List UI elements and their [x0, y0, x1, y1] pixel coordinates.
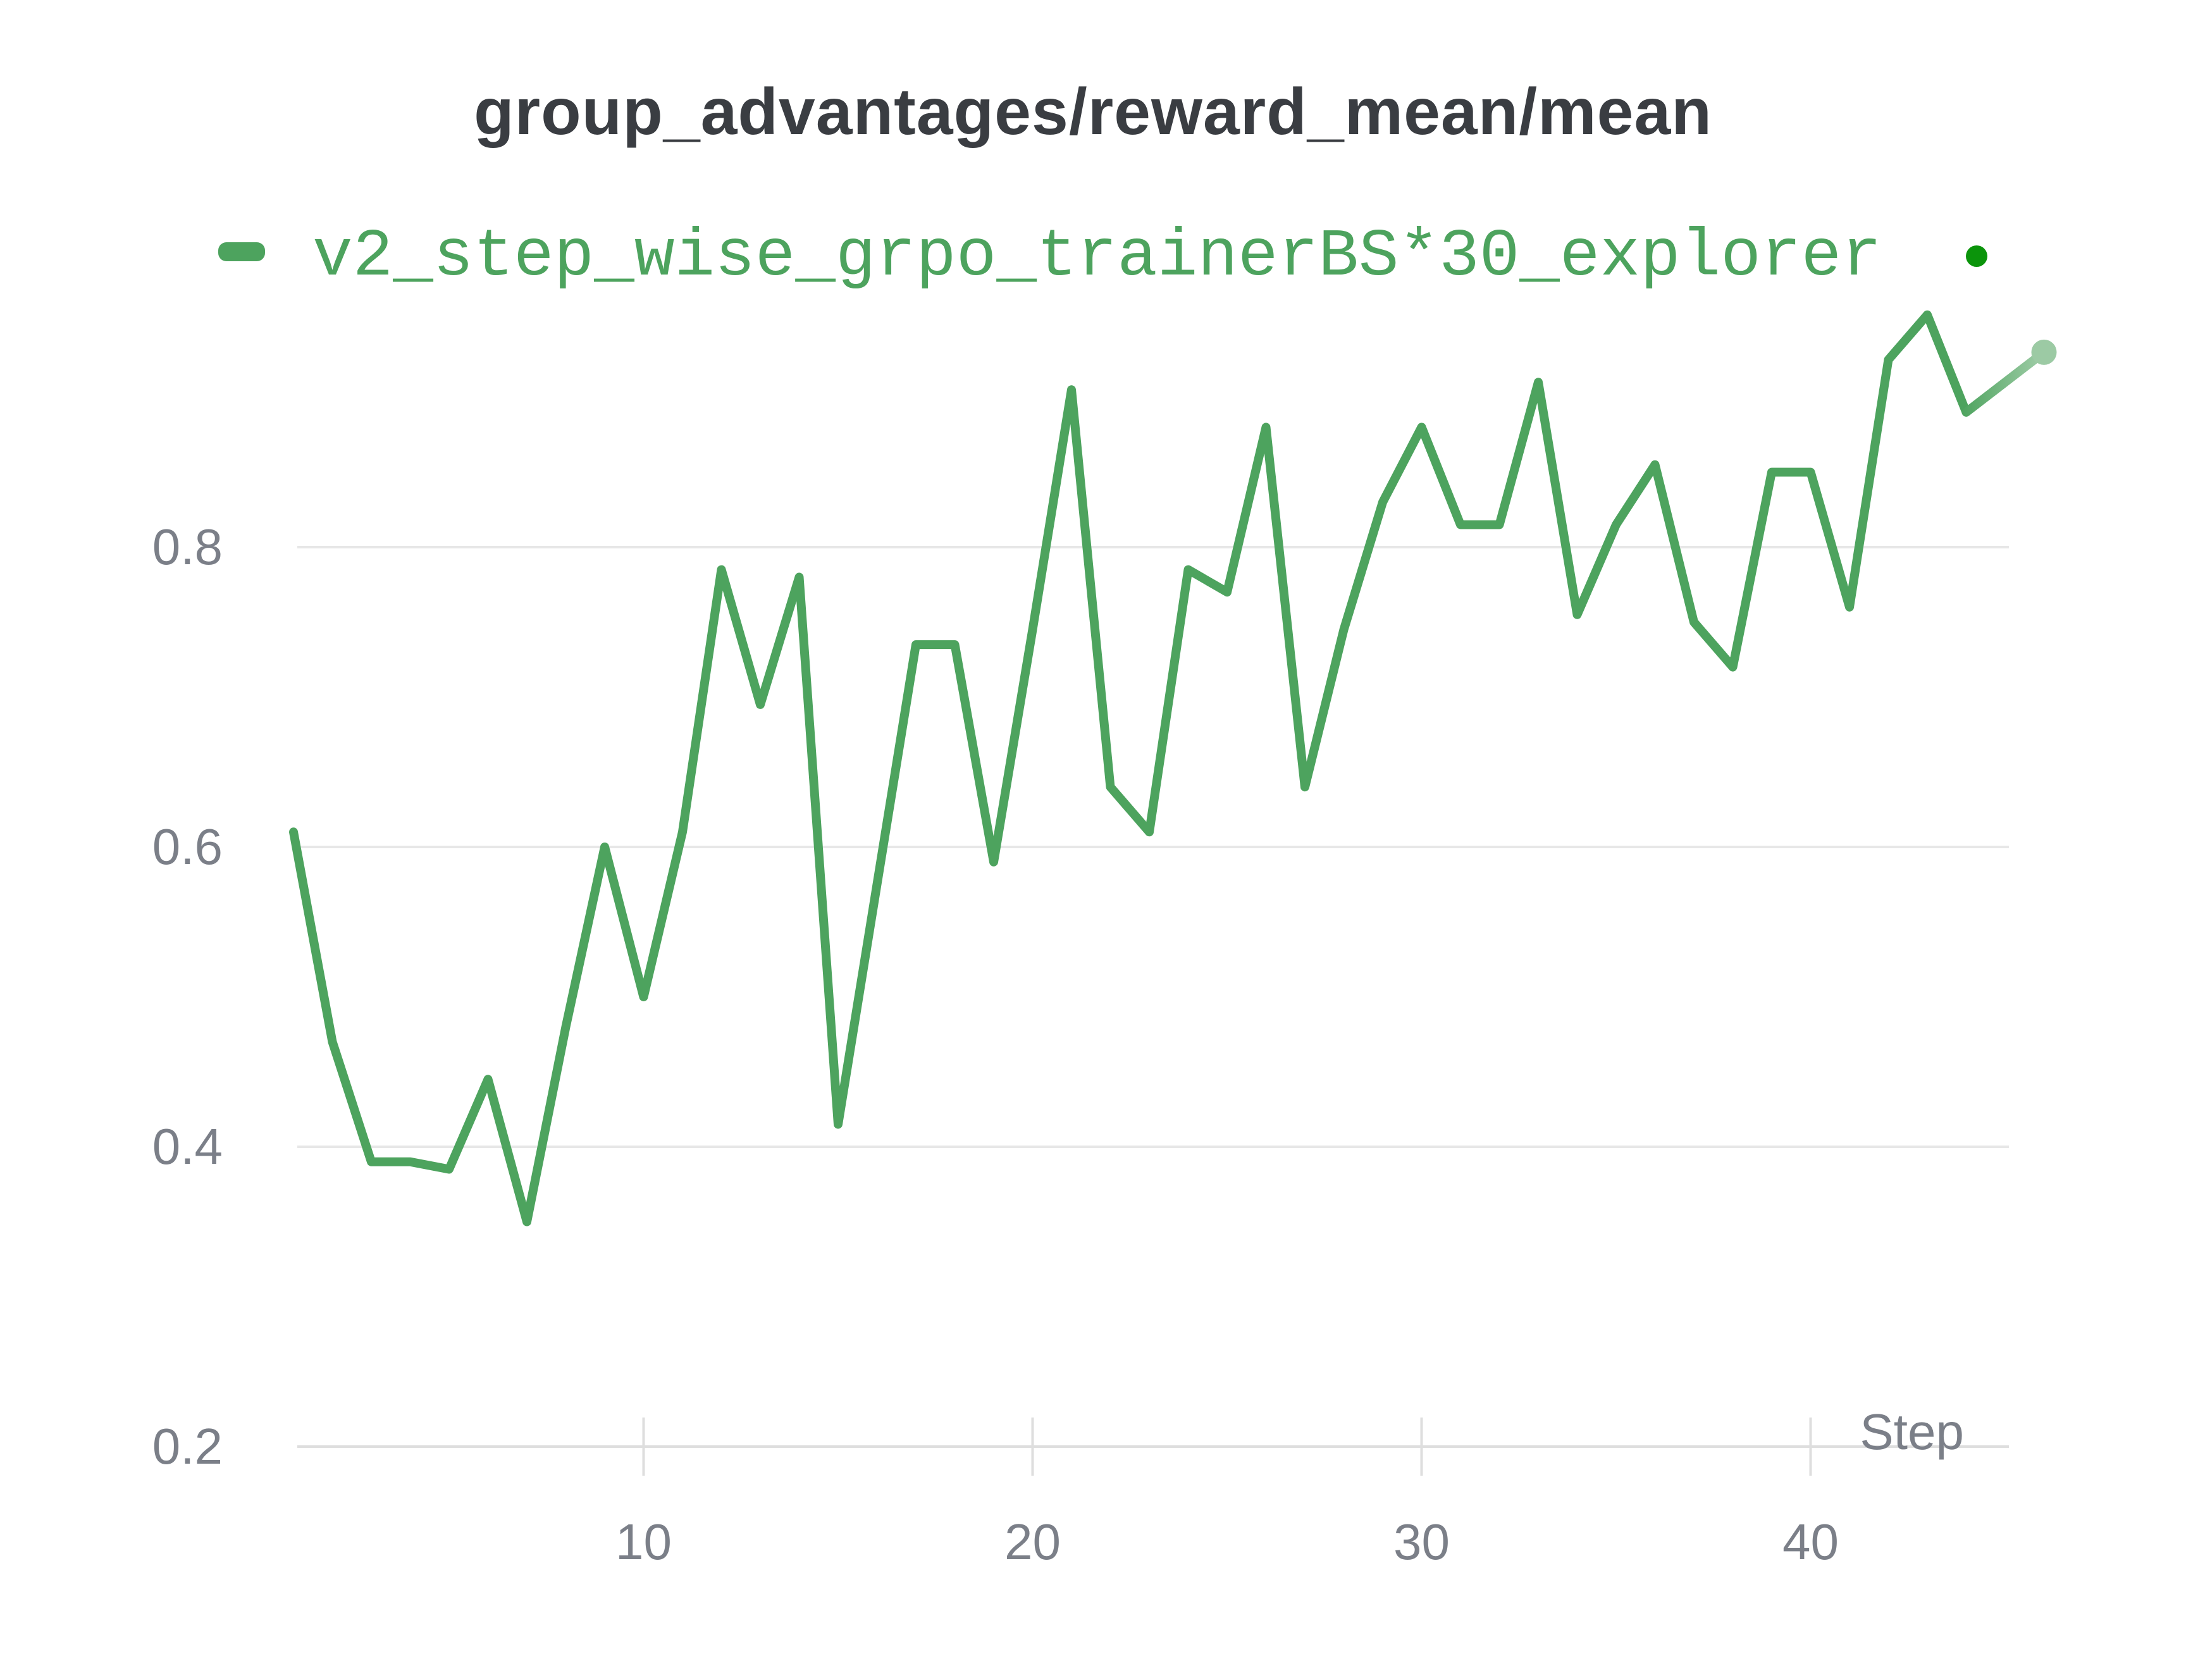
run-line	[289, 310, 2049, 1226]
legend-run-name[interactable]: v2_step_wise_grpo_trainerBS*30_explorer	[312, 219, 1882, 295]
data-series	[289, 310, 2057, 1226]
y-tick-label-0.6: 0.6	[152, 818, 223, 875]
x-axis-title: Step	[1860, 1404, 1964, 1460]
y-tick-label-0.2: 0.2	[152, 1418, 223, 1474]
gridlines	[297, 546, 2009, 1448]
run-status-dot-icon	[1966, 245, 1987, 267]
y-tick-label-0.8: 0.8	[152, 519, 223, 575]
x-tick-label-30: 30	[1393, 1514, 1450, 1570]
x-tick-label-20: 20	[1004, 1514, 1061, 1570]
legend-line-swatch-icon	[218, 242, 265, 261]
x-tick-label-10: 10	[615, 1514, 672, 1570]
x-axis	[642, 1418, 1812, 1476]
y-tick-label-0.4: 0.4	[152, 1118, 223, 1175]
chart-title: group_advantages/reward_mean/mean	[474, 75, 1712, 149]
run-line-fade-tail	[1961, 347, 2049, 417]
x-tick-label-40: 40	[1782, 1514, 1839, 1570]
latest-point-dot	[2031, 339, 2057, 365]
